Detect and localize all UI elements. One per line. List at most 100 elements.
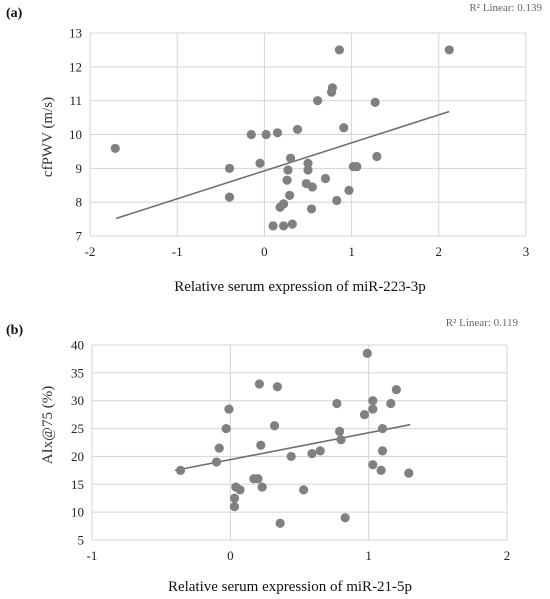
panel-a-y-tick-label-3: 10 [69, 127, 82, 142]
panel-b-data-point-33 [386, 398, 396, 409]
panel-b-data-point-29 [368, 404, 378, 414]
panel-b-data-point-4 [224, 404, 234, 414]
panel-a-data-point-28 [339, 123, 349, 133]
panel-b-data-point-5 [229, 501, 240, 512]
panel-a-data-point-20 [307, 182, 317, 192]
panel-b-tick-labels: 5 10 15 20 25 30 35 40 -1 0 1 2 [71, 338, 510, 564]
panel-a-data-point-2 [224, 192, 235, 202]
panel-a-data-point-5 [261, 129, 271, 140]
panel-a-data-point-34 [444, 45, 454, 55]
panel-a-data-point-12 [283, 165, 293, 175]
panel-a-data-point-6 [268, 221, 278, 231]
panel-a-y-axis-title: cfPWV (m/s) [40, 97, 56, 177]
panel-b-x-tick-label-3: 2 [504, 548, 511, 563]
panel-a-y-tick-label-1: 8 [76, 195, 83, 210]
panel-a-data-point-13 [285, 190, 295, 200]
panel-a-data-point-22 [312, 96, 323, 106]
panel-a-data-point-7 [272, 128, 283, 138]
panel-b-data-point-1 [211, 457, 222, 467]
panel-b-label: (b) [6, 323, 23, 338]
panel-a-x-tick-label-0: -2 [85, 244, 96, 259]
panel-a-y-tick-label-0: 7 [76, 229, 83, 244]
panel-b-data-point-23 [336, 435, 346, 445]
panel-b-data-point-3 [221, 423, 231, 434]
panel-b-data-point-0 [175, 465, 186, 475]
panel-b-y-tick-label-1: 10 [71, 505, 84, 520]
panel-b-data-point-32 [377, 446, 388, 456]
panel-a-data-point-4 [255, 158, 265, 168]
panel-b-y-tick-label-6: 35 [71, 365, 84, 380]
panel-b-data-point-16 [275, 518, 285, 528]
panel-b-data-point-20 [315, 446, 325, 456]
panel-a-data-point-1 [224, 163, 235, 173]
panel-a-data-point-15 [287, 219, 297, 229]
panel-a-data-point-31 [352, 162, 362, 172]
panel-a-data-point-19 [303, 165, 313, 175]
panel-b-data-point-19 [307, 449, 317, 459]
panel-a-data-point-21 [306, 204, 317, 214]
panel-a-data-point-23 [320, 173, 331, 184]
panel-a-data-point-29 [344, 185, 354, 195]
panel-a-y-tick-label-2: 9 [76, 161, 83, 176]
panel-b-data-point-11 [254, 379, 264, 389]
panel-a-r2-label: R² Linear: 0.139 [469, 2, 542, 14]
panel-b-data-point-13 [257, 482, 267, 492]
panel-a-gridlines [89, 32, 527, 237]
panel-a-data-point-11 [282, 175, 292, 185]
panel-a-data-point-0 [110, 143, 120, 153]
panel-a-x-tick-label-5: 3 [523, 244, 530, 259]
panel-b-x-tick-label-0: -1 [87, 548, 98, 563]
panel-a-x-tick-label-4: 2 [436, 244, 443, 259]
panel-b-y-axis-title: AIx@75 (%) [40, 386, 56, 464]
panel-a-data-point-18 [303, 158, 313, 168]
panel-b-data-point-27 [368, 396, 378, 406]
panel-b-data-point-14 [270, 421, 280, 431]
panel-b-data-point-35 [404, 468, 414, 478]
panel-b-data-point-18 [299, 485, 309, 495]
panel-a-data-point-14 [285, 153, 296, 163]
panel-a-data-point-16 [292, 124, 303, 135]
panel-b-y-tick-label-2: 15 [71, 477, 84, 492]
panel-b-data-point-21 [332, 398, 342, 409]
panel-a-data-point-3 [246, 129, 256, 140]
panel-b-data-point-24 [340, 513, 350, 523]
panel-a-trendline [115, 110, 450, 220]
panel-b-y-tick-label-4: 25 [71, 421, 84, 436]
panel-b-y-tick-label-5: 30 [71, 393, 84, 408]
panel-b-data-point-17 [286, 451, 296, 462]
panel-b-data-point-22 [335, 426, 345, 436]
panel-b-data-point-25 [359, 410, 370, 420]
panel-a-data-point-33 [372, 151, 382, 162]
panel-a-points [110, 45, 454, 231]
panel-b-data-point-31 [377, 423, 388, 434]
panel-b-data-point-8 [235, 485, 245, 495]
panel-b-y-tick-label-0: 5 [78, 533, 85, 548]
panel-b-data-point-30 [376, 465, 386, 475]
panel-a-data-point-10 [278, 199, 289, 209]
panel-b-r2-label: R² Linear: 0.119 [446, 317, 519, 329]
panel-b-x-tick-label-2: 1 [365, 548, 372, 563]
panel-a-y-tick-label-6: 13 [69, 26, 82, 41]
panel-a-x-axis-title: Relative serum expression of miR-223-3p [174, 279, 426, 295]
panel-b-x-tick-label-1: 0 [227, 548, 234, 563]
panel-a-x-tick-label-2: 0 [261, 244, 268, 259]
panel-a-x-tick-label-3: 1 [348, 244, 355, 259]
panel-a-data-point-26 [332, 195, 342, 206]
panel-a-data-point-27 [334, 45, 344, 55]
panel-b: (b) R² Linear: 0.119 5 10 15 20 25 30 35 40 -1 0 1… [6, 317, 518, 595]
panel-a-label: (a) [6, 6, 23, 21]
panel-a-data-point-25 [327, 83, 338, 93]
panel-b-y-tick-label-3: 20 [71, 449, 84, 464]
panel-b-y-tick-label-7: 40 [71, 338, 84, 353]
panel-b-data-point-34 [391, 384, 401, 395]
panel-b-data-point-15 [272, 382, 282, 392]
panel-b-data-point-26 [362, 348, 372, 358]
panel-b-x-axis-title: Relative serum expression of miR-21-5p [168, 579, 412, 595]
panel-b-data-point-12 [256, 440, 266, 450]
panel-b-data-point-28 [368, 460, 378, 470]
panel-b-data-point-10 [253, 474, 263, 484]
panel-a-data-point-9 [278, 221, 289, 231]
panel-b-gridlines [91, 344, 508, 541]
